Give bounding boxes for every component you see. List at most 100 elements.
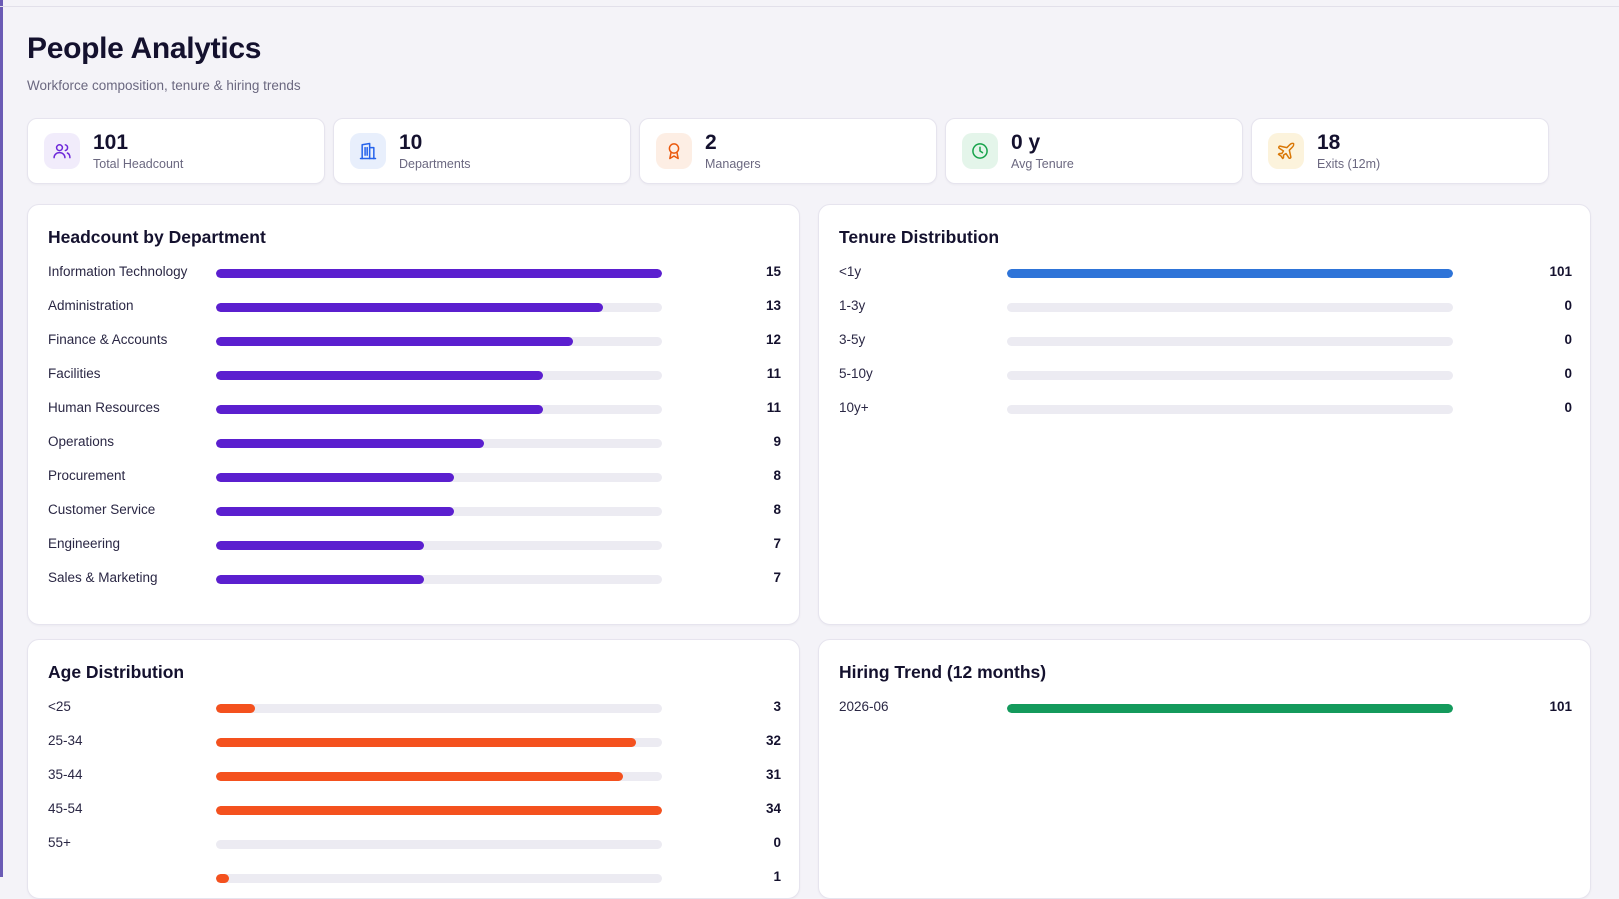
kpi-label: Departments [399,157,471,171]
panel-title: Headcount by Department [48,227,266,247]
page: People Analytics Workforce composition, … [27,0,1593,899]
bar-track [216,704,662,713]
bar-fill [216,575,425,584]
bar-fill [216,303,603,312]
bar-track [216,303,662,312]
kpi-card-managers: 2 Managers [639,118,937,184]
bar-track [216,575,662,584]
bar-track [216,269,662,278]
bar-label: <25 [48,699,71,714]
bar-track [216,541,662,550]
bar-row: 5-10y 0 [839,363,1572,397]
bar-fill [216,772,623,781]
panel-title: Hiring Trend (12 months) [839,662,1047,682]
bar-value: 0 [1564,332,1572,347]
bar-fill [216,371,544,380]
bar-track [1007,337,1453,346]
bar-track [1007,704,1453,713]
bar-row: 1-3y 0 [839,295,1572,329]
plane-icon [1268,133,1304,169]
bar-row: Operations 9 [48,431,781,465]
bar-label: Customer Service [48,502,156,517]
bar-row: <1y 101 [839,261,1572,295]
bar-row: Procurement 8 [48,465,781,499]
bar-label: 45-54 [48,801,83,816]
panel-age-distribution: Age Distribution <25 3 25-34 32 35-44 31 45-54… [27,639,800,899]
bar-value: 0 [1564,366,1572,381]
top-divider [0,6,1619,7]
bar-value: 13 [765,298,781,313]
bar-value: 0 [1564,298,1572,313]
bar-row: 10y+ 0 [839,397,1572,431]
bar-row: 3-5y 0 [839,329,1572,363]
bar-value: 11 [766,400,781,415]
bar-track [216,405,662,414]
kpi-card-total-headcount: 101 Total Headcount [27,118,325,184]
bar-label: Procurement [48,468,126,483]
bar-fill [216,473,454,482]
bar-label: 55+ [48,835,71,850]
kpi-card-exits: 18 Exits (12m) [1251,118,1549,184]
bar-track [216,371,662,380]
kpi-row: 101 Total Headcount 10 Departments 2 Man… [27,118,1593,184]
bar-track [216,840,662,849]
page-title: People Analytics [27,32,262,65]
bar-track [216,738,662,747]
bar-value: 7 [773,536,781,551]
bar-fill [216,738,636,747]
bar-track [216,473,662,482]
bar-value: 8 [773,502,781,517]
bar-fill [216,507,454,516]
bar-row: Administration 13 [48,295,781,329]
bar-row: 25-34 32 [48,730,781,764]
bar-fill [216,405,544,414]
users-icon [44,133,80,169]
building-icon [350,133,386,169]
bar-row: Customer Service 8 [48,499,781,533]
bar-value: 101 [1549,699,1572,714]
bar-list: Information Technology 15 Administration 13… [48,261,781,601]
page-subtitle: Workforce composition, tenure & hiring t… [27,78,301,93]
bar-track [216,507,662,516]
bar-value: 3 [773,699,781,714]
kpi-value: 2 [705,131,717,154]
bar-value: 7 [773,570,781,585]
bar-row: Information Technology 15 [48,261,781,295]
bar-label: 1-3y [839,298,866,313]
bar-label: 10y+ [839,400,869,415]
bar-value: 9 [773,434,781,449]
bar-fill [216,704,256,713]
bar-value: 34 [765,801,781,816]
bar-row: Human Resources 11 [48,397,781,431]
bar-list: <1y 101 1-3y 0 3-5y 0 5-10y 0 10y+ 0 [839,261,1572,431]
bar-row: Finance & Accounts 12 [48,329,781,363]
bar-value: 0 [1564,400,1572,415]
bar-track [1007,371,1453,380]
bar-label: Information Technology [48,264,188,279]
kpi-value: 0 y [1011,131,1041,154]
kpi-label: Exits (12m) [1317,157,1381,171]
bar-track [1007,269,1453,278]
bar-list: <25 3 25-34 32 35-44 31 45-54 34 55+ 0 1 [48,696,781,898]
kpi-value: 101 [93,131,129,154]
bar-track [216,806,662,815]
bar-label: 35-44 [48,767,83,782]
bar-fill [216,337,573,346]
bar-fill [1007,704,1453,713]
bar-value: 101 [1549,264,1572,279]
bar-row: <25 3 [48,696,781,730]
bar-value: 15 [765,264,781,279]
bar-fill [216,439,484,448]
bar-label: Administration [48,298,134,313]
bar-value: 8 [773,468,781,483]
bar-label: 2026-06 [839,699,889,714]
bar-label: Engineering [48,536,121,551]
bar-label: Sales & Marketing [48,570,158,585]
bar-track [216,439,662,448]
bar-label: 25-34 [48,733,83,748]
kpi-label: Managers [705,157,761,171]
bar-track [1007,303,1453,312]
bar-row: Facilities 11 [48,363,781,397]
bar-value: 32 [765,733,781,748]
bar-row: Engineering 7 [48,533,781,567]
